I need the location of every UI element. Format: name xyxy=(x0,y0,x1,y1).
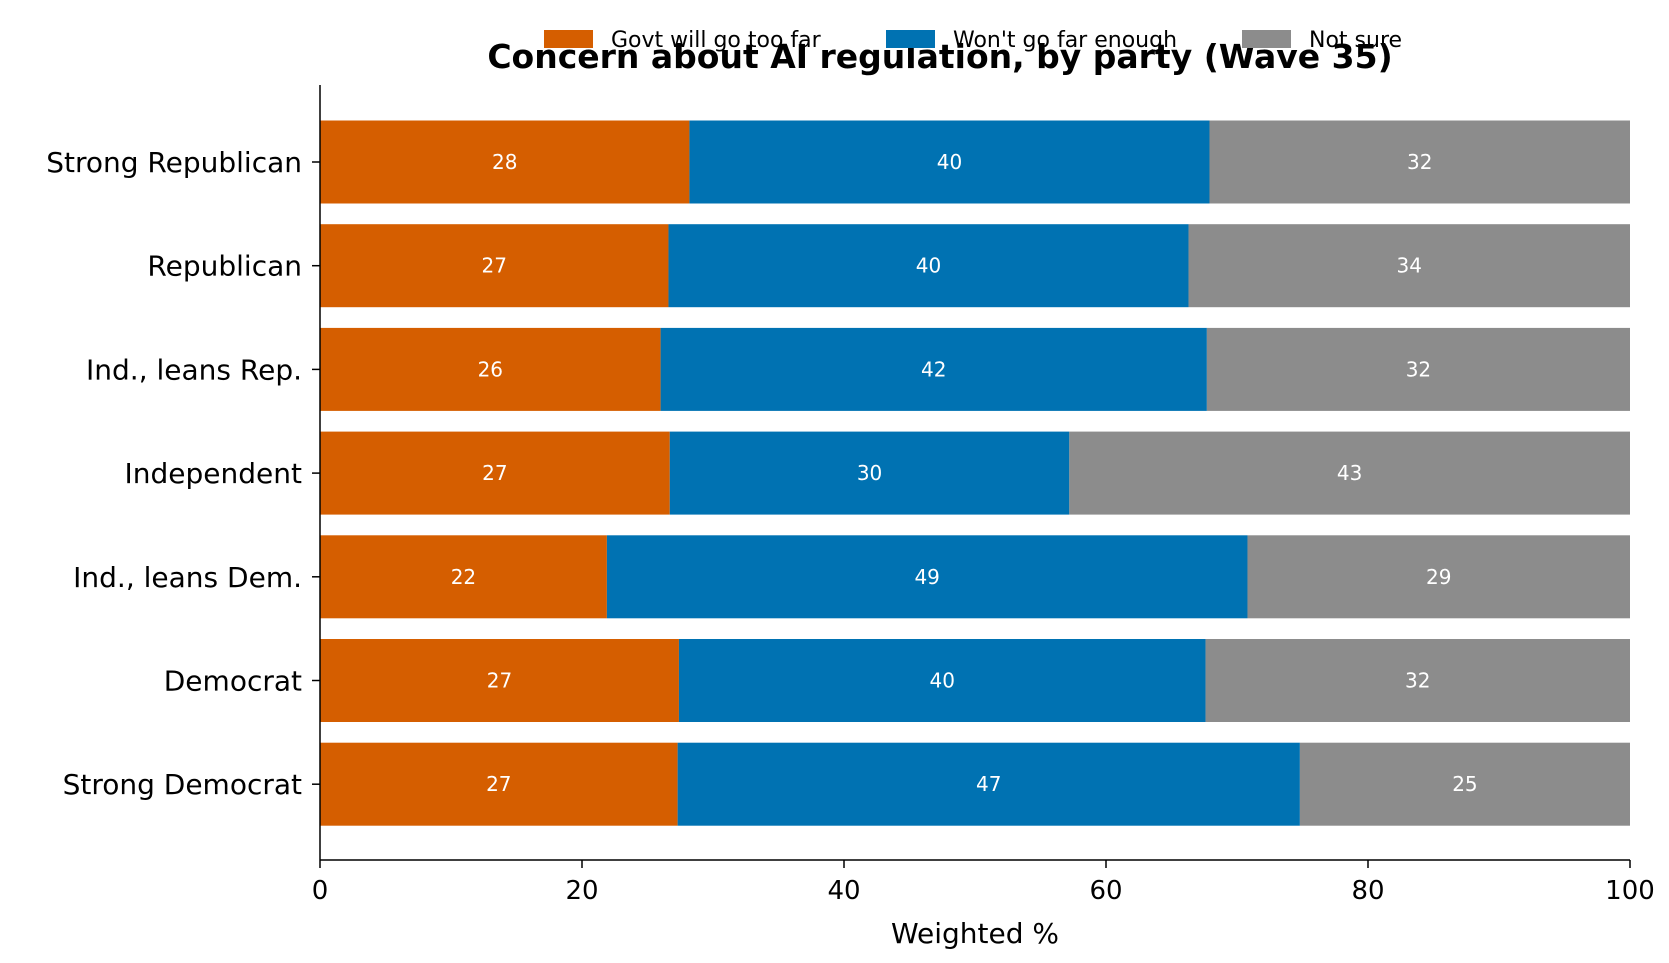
bar-value-label: 32 xyxy=(1405,669,1430,693)
x-tick-label: 40 xyxy=(827,876,860,906)
bar-segment xyxy=(1206,327,1630,411)
y-tick-label: Ind., leans Rep. xyxy=(86,353,302,386)
bar-value-label: 30 xyxy=(857,461,882,485)
legend-label: Govt will go too far xyxy=(611,28,822,53)
y-axis: Strong Republican Republican Ind., leans R… xyxy=(46,85,321,860)
bars: 28 40 32 27 40 34 26 42 32 27 30 43 22 49 29 27 40 32 27 47… xyxy=(320,120,1630,826)
bar-value-label: 42 xyxy=(921,357,946,381)
bar-segment xyxy=(669,431,1070,515)
bar-value-label: 28 xyxy=(492,150,517,174)
bar-segment xyxy=(320,639,679,722)
y-tick-label: Republican xyxy=(147,250,302,283)
bar-value-label: 32 xyxy=(1406,357,1431,381)
bar-segment xyxy=(320,535,607,619)
bar-segment xyxy=(668,224,1189,308)
bar-segment xyxy=(1247,535,1630,619)
bar-segment xyxy=(320,224,669,308)
bar-value-label: 40 xyxy=(916,254,941,278)
legend-label: Won't go far enough xyxy=(953,28,1177,53)
bar-value-label: 29 xyxy=(1426,565,1451,589)
bar-value-label: 22 xyxy=(451,565,476,589)
bar-segment xyxy=(320,327,661,411)
x-tick-label: 100 xyxy=(1605,876,1655,906)
y-tick-label: Strong Republican xyxy=(46,146,302,179)
bar-value-label: 43 xyxy=(1337,461,1362,485)
bar-segment xyxy=(1205,639,1630,722)
bar-segment xyxy=(320,431,670,515)
legend-swatch xyxy=(886,30,935,48)
bar-value-label: 27 xyxy=(486,772,511,796)
y-tick-label: Strong Democrat xyxy=(63,768,302,801)
y-tick-label: Democrat xyxy=(164,665,302,698)
bar-value-label: 40 xyxy=(930,669,955,693)
bar-segment xyxy=(320,742,678,826)
bar-segment xyxy=(320,120,690,204)
bar-value-label: 27 xyxy=(482,254,507,278)
bar-segment xyxy=(689,120,1210,204)
bar-segment xyxy=(677,742,1300,826)
bar-value-label: 34 xyxy=(1397,254,1422,278)
bar-segment xyxy=(1209,120,1630,204)
bar-segment xyxy=(1299,742,1630,826)
x-tick-label: 60 xyxy=(1089,876,1122,906)
bar-value-label: 27 xyxy=(487,669,512,693)
bar-segment xyxy=(1188,224,1630,308)
bar-segment xyxy=(660,327,1207,411)
bar-value-label: 27 xyxy=(482,461,507,485)
x-tick-label: 20 xyxy=(565,876,598,906)
bar-segment xyxy=(1069,431,1630,515)
chart-title: Concern about AI regulation, by party (W… xyxy=(487,37,1392,76)
bar-segment xyxy=(678,639,1206,722)
bar-value-label: 47 xyxy=(976,772,1001,796)
bar-value-label: 40 xyxy=(937,150,962,174)
bar-value-label: 49 xyxy=(914,565,939,589)
x-tick-label: 0 xyxy=(312,876,329,906)
bar-value-label: 25 xyxy=(1452,772,1477,796)
legend-label: Not sure xyxy=(1309,28,1402,53)
x-tick-label: 80 xyxy=(1351,876,1384,906)
y-tick-label: Independent xyxy=(125,457,302,490)
x-axis-label: Weighted % xyxy=(891,917,1059,950)
y-tick-label: Ind., leans Dem. xyxy=(73,561,302,594)
bar-value-label: 32 xyxy=(1407,150,1432,174)
x-axis: 0 20 40 60 80 100 xyxy=(312,859,1655,906)
legend-swatch xyxy=(544,30,593,48)
bar-value-label: 26 xyxy=(478,357,503,381)
legend-swatch xyxy=(1242,30,1291,48)
bar-segment xyxy=(606,535,1248,619)
legend: Govt will go too far Won't go far enough N… xyxy=(544,28,1402,53)
